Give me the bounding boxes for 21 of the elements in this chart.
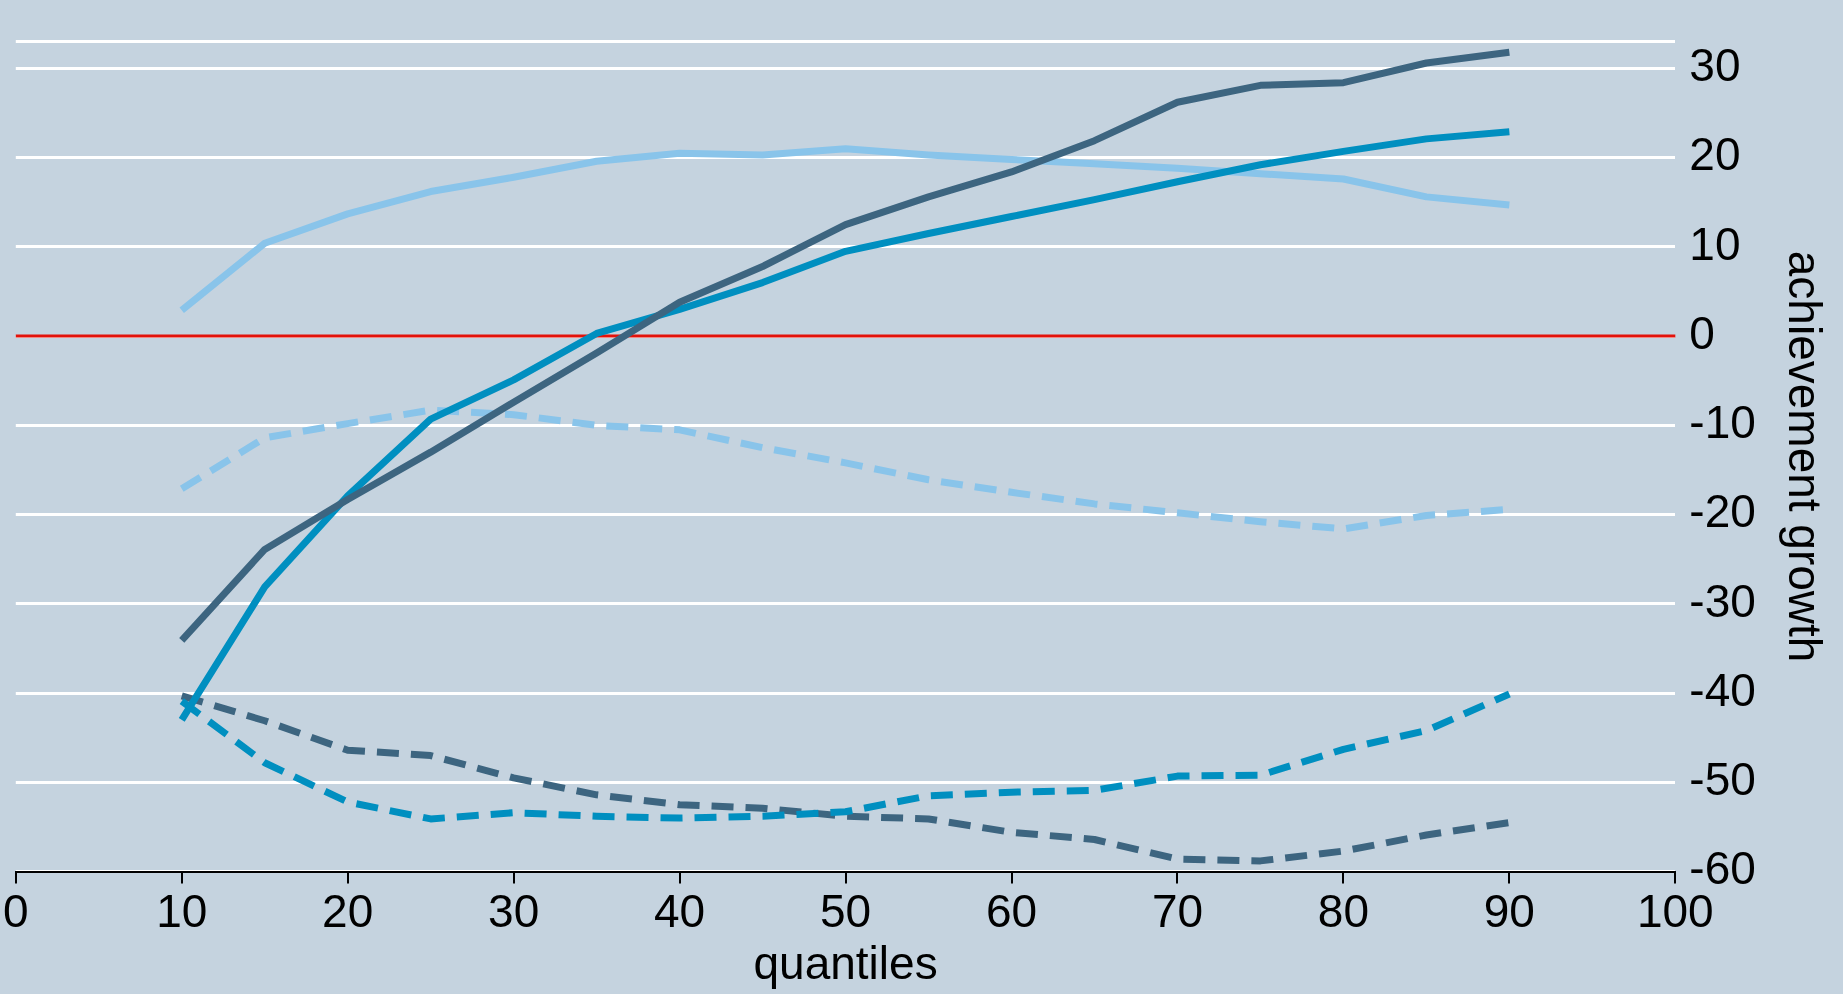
x-tick-label: 90	[1483, 884, 1535, 937]
x-tick-label: 10	[156, 884, 208, 937]
y-tick-label: -30	[1689, 574, 1756, 627]
x-tick-label: 20	[322, 884, 374, 937]
x-tick-label: 70	[1151, 884, 1204, 937]
x-tick-label: 60	[985, 884, 1038, 937]
y-tick-label: 20	[1689, 128, 1741, 181]
x-tick-label: 40	[654, 884, 706, 937]
y-tick-label: -40	[1689, 663, 1756, 716]
y-tick-label: 30	[1689, 39, 1741, 92]
x-axis-title: quantiles	[753, 937, 938, 990]
y-tick-label: -20	[1689, 485, 1756, 538]
y-tick-label: -10	[1689, 396, 1756, 449]
y-tick-label: 10	[1689, 217, 1741, 270]
x-tick-label: 50	[819, 884, 872, 937]
x-tick-label: 80	[1317, 884, 1369, 937]
y-axis-title: achievement growth	[1778, 250, 1831, 663]
x-tick-label: 30	[488, 884, 540, 937]
y-tick-label: -50	[1689, 753, 1756, 806]
y-tick-label: 0	[1689, 306, 1715, 359]
x-tick-label: 0	[2, 884, 29, 937]
